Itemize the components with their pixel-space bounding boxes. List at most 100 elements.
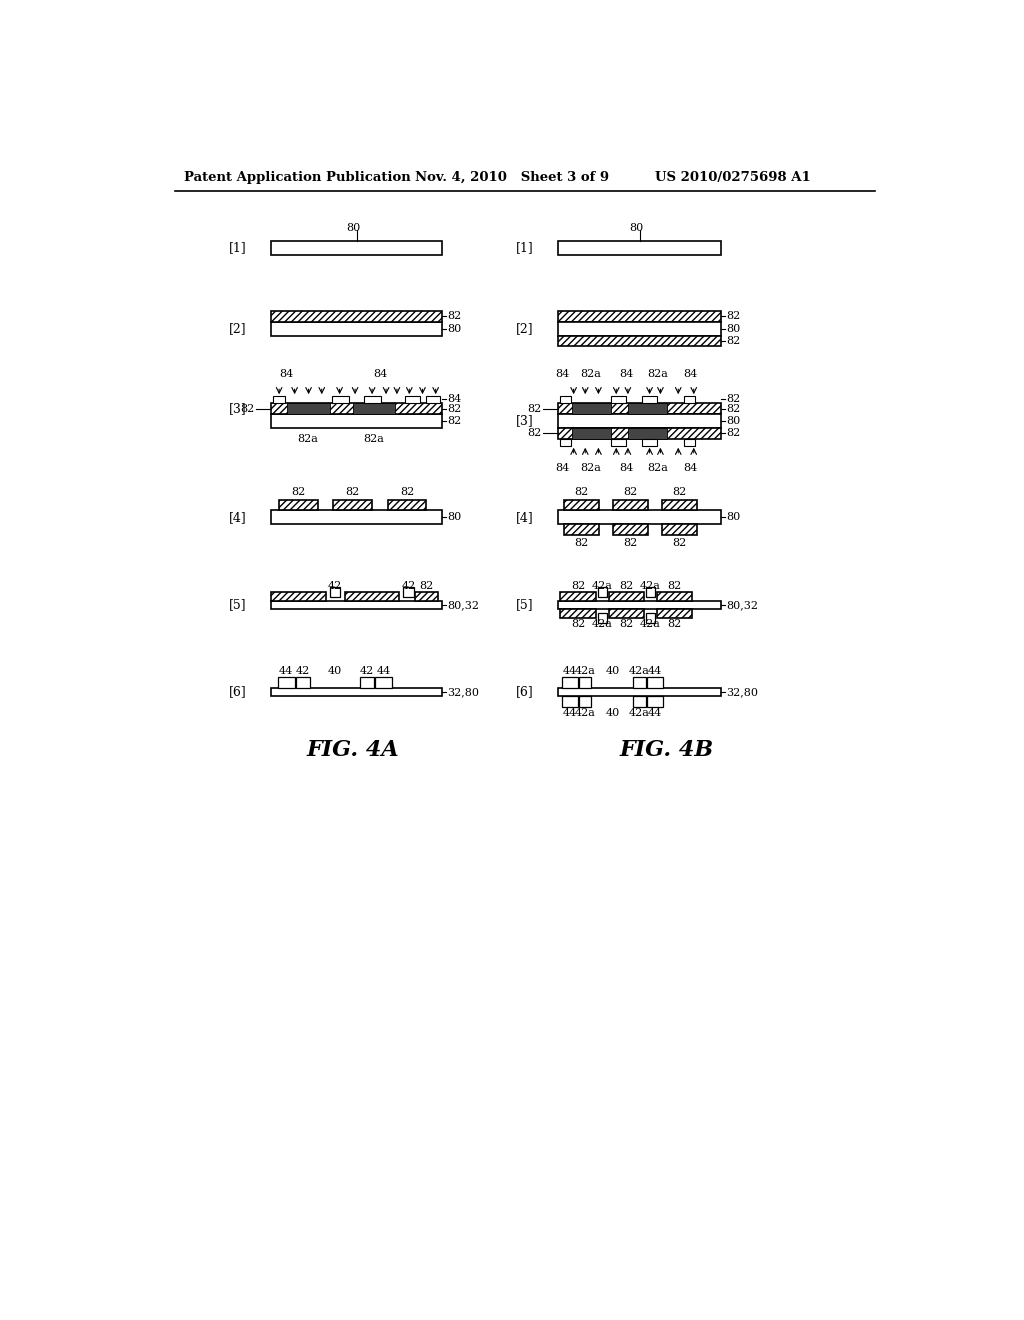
Text: 44: 44 [648, 708, 663, 718]
Bar [579, 696, 592, 706]
Text: 82: 82 [668, 581, 682, 591]
Text: 82: 82 [292, 487, 305, 496]
Bar [560, 591, 596, 601]
Bar [656, 609, 692, 618]
Text: 84: 84 [683, 463, 697, 473]
Bar [271, 591, 326, 601]
Bar [359, 677, 374, 688]
Bar [271, 240, 442, 255]
Bar [558, 404, 721, 414]
Bar [558, 601, 721, 609]
Bar [662, 499, 697, 511]
Bar [647, 677, 663, 688]
Bar [656, 591, 692, 601]
Text: 42: 42 [296, 667, 310, 676]
Text: 82: 82 [726, 404, 740, 413]
Bar [273, 396, 286, 404]
Text: 82: 82 [400, 487, 414, 496]
Bar [642, 396, 657, 404]
Text: 80,32: 80,32 [447, 601, 479, 610]
Bar [558, 511, 721, 524]
Bar [684, 396, 694, 404]
Bar [642, 438, 657, 446]
Text: [3]: [3] [228, 403, 247, 416]
Bar [332, 396, 349, 404]
Text: 80: 80 [726, 512, 740, 523]
Text: 42: 42 [359, 667, 374, 676]
Bar [564, 524, 599, 535]
Bar [558, 240, 721, 255]
Text: 82: 82 [574, 537, 589, 548]
Bar [558, 428, 721, 438]
Bar [280, 499, 317, 511]
Bar [562, 677, 578, 688]
Text: FIG. 4B: FIG. 4B [620, 739, 714, 760]
Text: 82: 82 [447, 404, 462, 413]
Bar [271, 511, 442, 524]
Text: 82: 82 [726, 335, 740, 346]
Text: [3]: [3] [515, 414, 534, 428]
Text: 42a: 42a [574, 667, 596, 676]
Text: 80: 80 [630, 223, 643, 234]
Bar [628, 428, 667, 438]
Bar [611, 396, 627, 404]
Text: 82: 82 [419, 581, 433, 591]
Bar [558, 688, 721, 696]
Text: 44: 44 [377, 667, 391, 676]
Text: 44: 44 [648, 667, 663, 676]
Text: 82: 82 [240, 404, 254, 413]
Bar [633, 696, 646, 706]
Text: US 2010/0275698 A1: US 2010/0275698 A1 [655, 172, 811, 185]
Text: [4]: [4] [515, 511, 534, 524]
Bar [564, 499, 599, 511]
Bar [647, 696, 663, 706]
Bar [560, 396, 570, 404]
Text: [5]: [5] [228, 598, 247, 611]
Bar [662, 524, 697, 535]
Text: 32,80: 32,80 [726, 686, 759, 697]
Text: 82a: 82a [364, 434, 384, 444]
Bar [611, 438, 627, 446]
Bar [560, 438, 570, 446]
Text: 82a: 82a [581, 370, 601, 379]
Bar [352, 404, 395, 414]
Text: [1]: [1] [228, 242, 247, 255]
Bar [613, 499, 648, 511]
Text: [2]: [2] [228, 322, 247, 335]
Text: 80: 80 [447, 323, 462, 334]
Bar [558, 335, 721, 346]
Text: 42a: 42a [640, 619, 660, 630]
Bar [271, 312, 442, 322]
Text: 82a: 82a [647, 463, 668, 473]
Text: 84: 84 [555, 370, 569, 379]
Text: 82a: 82a [298, 434, 318, 444]
Text: 82: 82 [726, 312, 740, 321]
Bar [426, 396, 440, 404]
Text: 82: 82 [571, 581, 586, 591]
Text: 80: 80 [447, 512, 462, 523]
Text: FIG. 4A: FIG. 4A [306, 739, 399, 760]
Text: 80,32: 80,32 [726, 601, 759, 610]
Text: 84: 84 [620, 370, 634, 379]
Bar [388, 499, 426, 511]
Bar [334, 499, 372, 511]
Text: 82: 82 [624, 537, 638, 548]
Text: 80: 80 [726, 323, 740, 334]
Text: 40: 40 [605, 667, 620, 676]
Bar [613, 524, 648, 535]
Bar [415, 591, 438, 601]
Text: 42: 42 [328, 581, 342, 591]
Bar [345, 591, 399, 601]
Text: 82: 82 [673, 487, 686, 496]
Text: Patent Application Publication: Patent Application Publication [183, 172, 411, 185]
Text: 82: 82 [726, 395, 740, 404]
Text: 42a: 42a [592, 619, 612, 630]
Bar [271, 601, 442, 609]
Bar [560, 609, 596, 618]
Text: 44: 44 [562, 667, 577, 676]
Text: 84: 84 [280, 370, 294, 379]
Text: 82: 82 [526, 404, 541, 413]
Text: 80: 80 [346, 223, 360, 234]
Bar [271, 688, 442, 696]
Bar [608, 609, 644, 618]
